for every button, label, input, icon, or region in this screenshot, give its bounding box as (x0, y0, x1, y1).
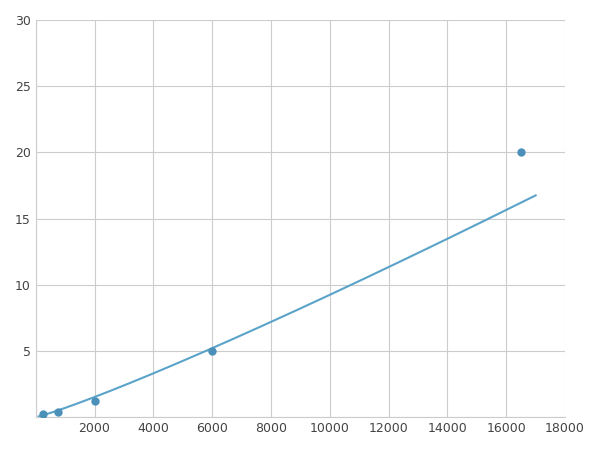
Point (90, 398, 100, 405)
Point (516, 149, 526, 156)
Point (38, 411, 48, 418)
Point (53, 408, 62, 415)
Point (208, 347, 217, 355)
